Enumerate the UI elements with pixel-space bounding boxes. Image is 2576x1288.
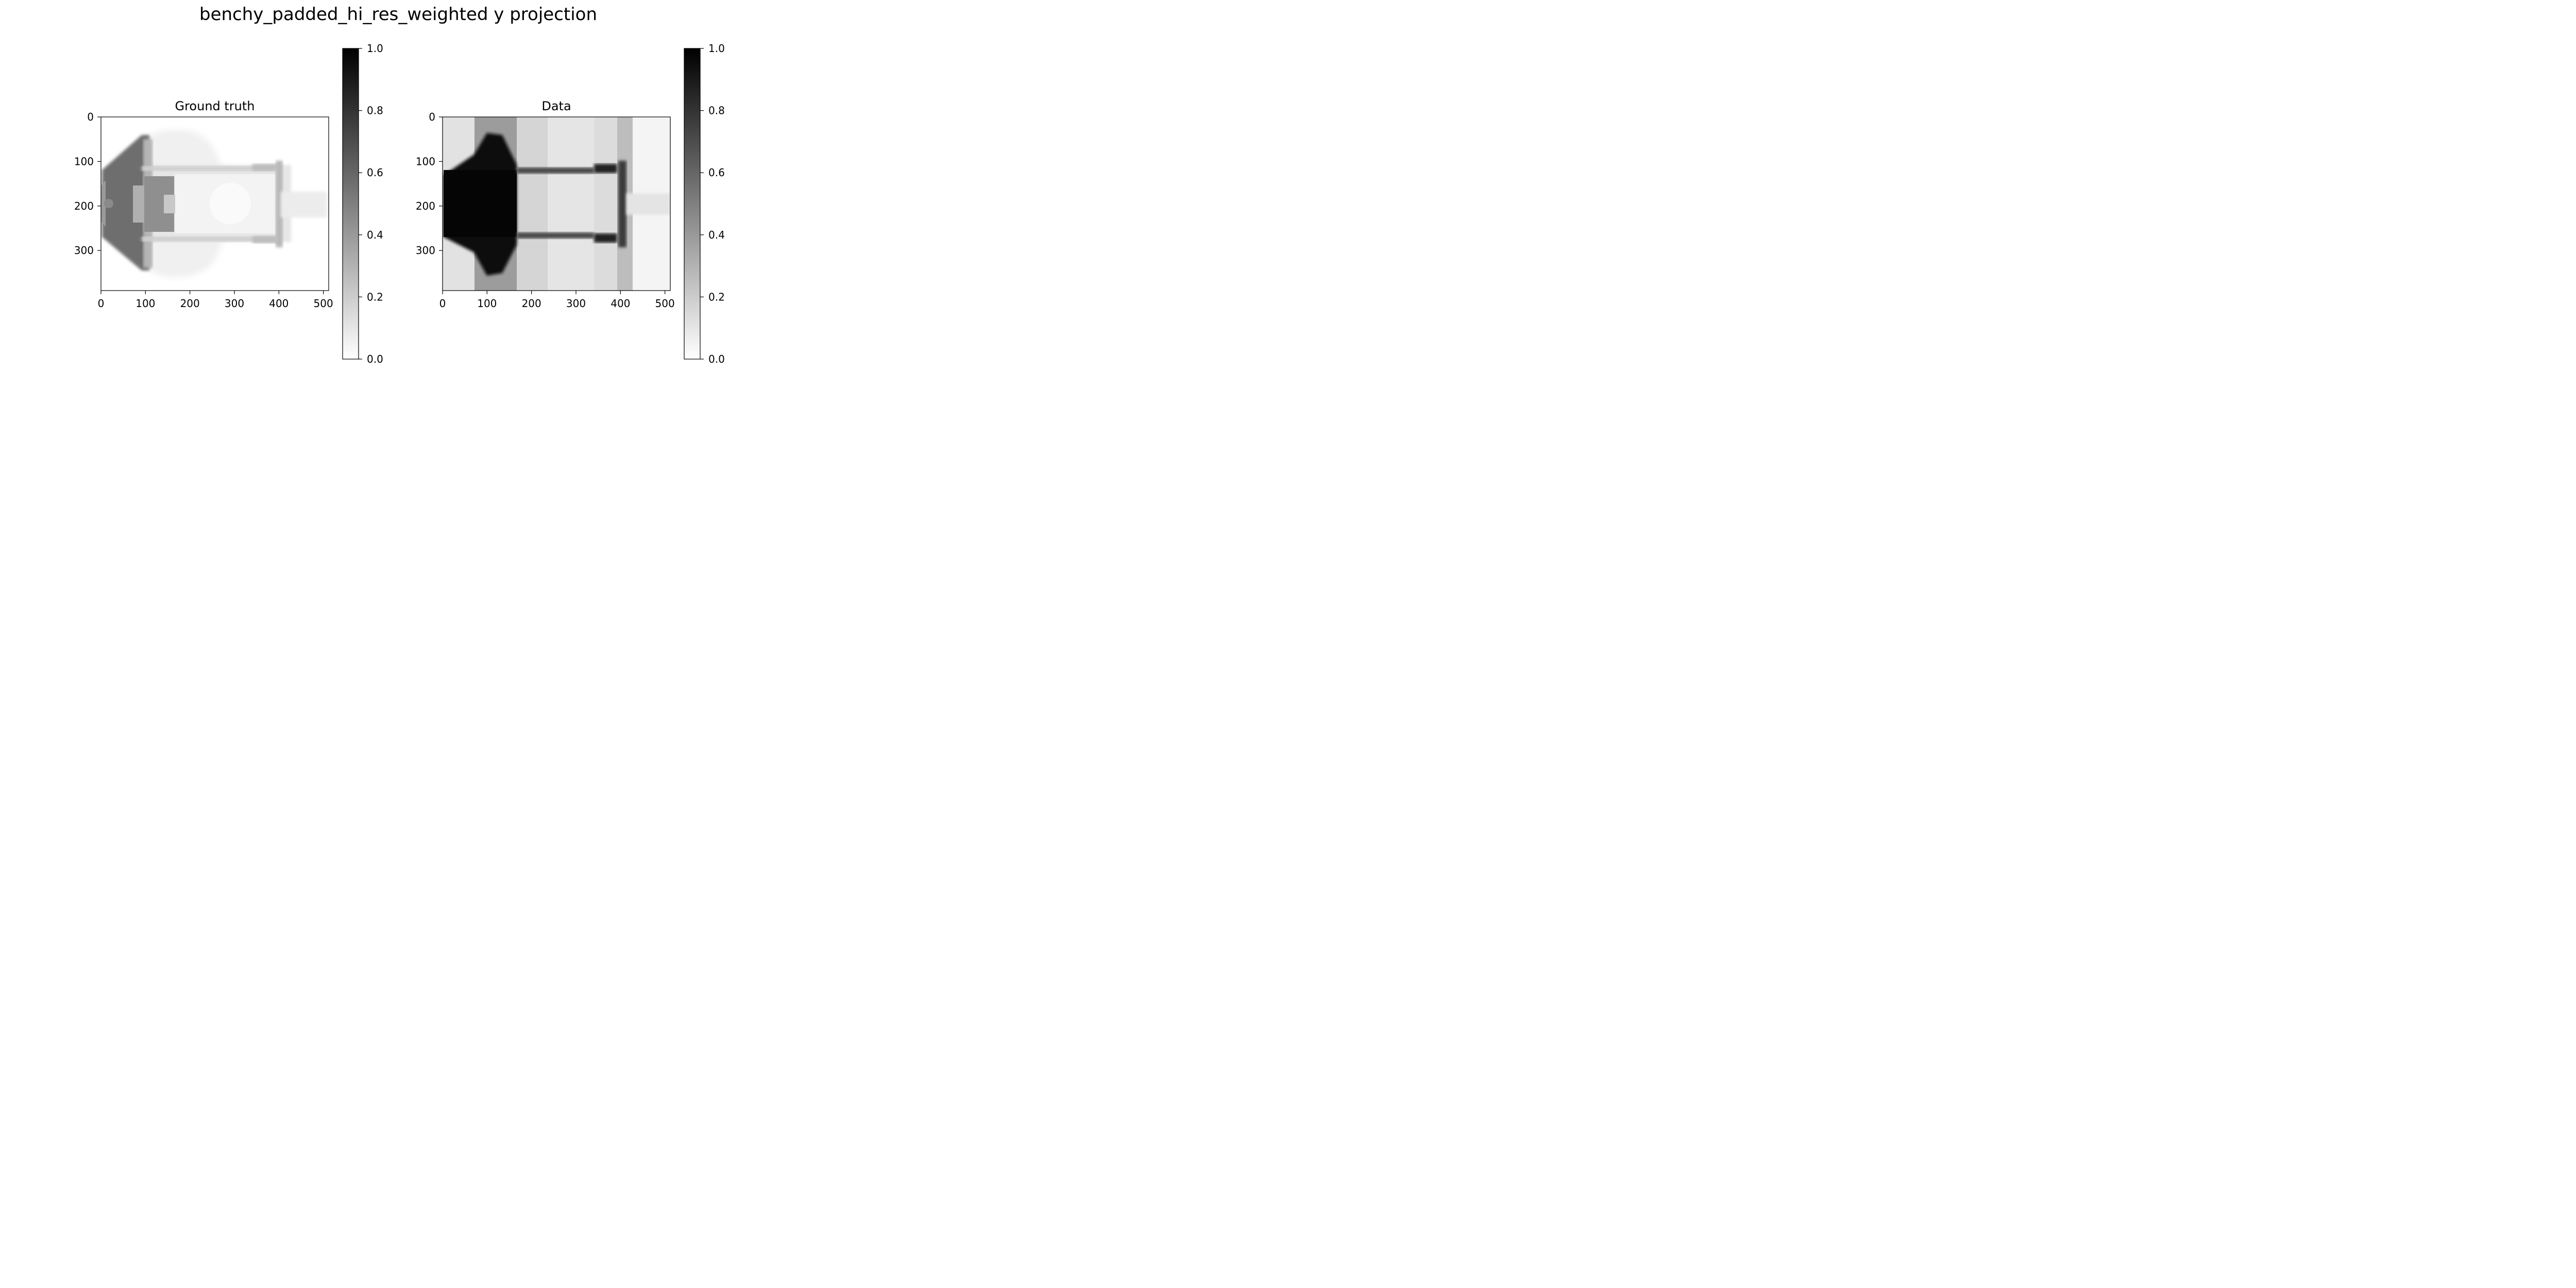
data-bow-center <box>444 170 517 237</box>
x-tick-label: 0 <box>98 297 105 310</box>
x-tick-label: 300 <box>566 297 586 310</box>
colorbar-tick-label: 0.4 <box>708 229 725 241</box>
data-colorbar-ticks: 0.0 0.2 0.4 0.6 0.8 1.0 <box>700 42 725 365</box>
x-tick-label: 400 <box>611 297 630 310</box>
gt-bow-tip <box>101 180 106 227</box>
colorbar-tick-label: 0.8 <box>708 105 725 117</box>
data-y-axis: 0 100 200 300 <box>416 111 443 257</box>
data-rail-top-end <box>594 164 617 173</box>
x-tick-label: 0 <box>439 297 446 310</box>
heatmap-figure: Ground truth <box>74 42 725 365</box>
gt-colorbar-fill <box>342 48 359 360</box>
x-tick-label: 200 <box>522 297 541 310</box>
data-rail-bottom-end <box>594 233 617 243</box>
gt-stern-ext <box>281 192 327 217</box>
colorbar-tick-label: 0.8 <box>367 105 383 117</box>
gt-stern-post <box>276 161 283 247</box>
data-band-mid3 <box>594 117 617 291</box>
colorbar-tick-label: 0.2 <box>708 291 725 303</box>
y-tick-label: 100 <box>74 155 94 167</box>
ground-truth-image <box>101 117 329 291</box>
gt-rail-bottom <box>142 236 273 242</box>
x-tick-label: 500 <box>655 297 675 310</box>
y-tick-label: 300 <box>416 244 435 257</box>
y-tick-label: 200 <box>74 200 94 212</box>
x-tick-label: 300 <box>225 297 244 310</box>
gt-x-axis: 0 100 200 300 400 500 <box>98 291 333 310</box>
data-stern-post <box>618 161 626 247</box>
data-axes-frame <box>442 116 671 291</box>
figure-title: benchy_padded_hi_res_weighted y projecti… <box>199 4 598 25</box>
panel-title-ground-truth: Ground truth <box>175 99 255 113</box>
y-tick-label: 0 <box>429 111 435 123</box>
data-rail-bottom <box>517 232 594 239</box>
y-tick-label: 200 <box>416 200 435 212</box>
gt-y-axis: 0 100 200 300 <box>74 111 101 257</box>
data-stern-ext <box>626 193 670 215</box>
figure: benchy_padded_hi_res_weighted y projecti… <box>0 0 796 398</box>
y-tick-label: 100 <box>416 155 435 167</box>
colorbar-tick-label: 1.0 <box>367 42 383 55</box>
data-image <box>443 117 670 291</box>
gt-rail-top <box>142 166 273 171</box>
gt-colorbar-ticks: 0.0 0.2 0.4 0.6 0.8 1.0 <box>359 42 383 365</box>
colorbar-tick-label: 0.2 <box>367 291 383 303</box>
x-tick-label: 100 <box>135 297 155 310</box>
x-tick-label: 400 <box>269 297 289 310</box>
colorbar-tick-label: 0.4 <box>367 229 383 241</box>
colorbar-tick-label: 1.0 <box>708 42 725 55</box>
data-rail-top <box>517 167 594 174</box>
panel-title-data: Data <box>541 99 571 113</box>
gt-colorbar: 0.0 0.2 0.4 0.6 0.8 1.0 <box>342 42 383 365</box>
gt-stern-top <box>252 164 278 171</box>
gt-bow <box>102 135 149 270</box>
data-colorbar: 0.0 0.2 0.4 0.6 0.8 1.0 <box>684 42 725 365</box>
gt-stern-bottom <box>252 236 278 243</box>
data-colorbar-fill <box>684 48 701 360</box>
gt-chimney-circle <box>210 183 251 224</box>
data-band-mid2 <box>548 117 594 291</box>
panel-ground-truth: Ground truth <box>74 42 383 365</box>
gt-mid-notch <box>164 195 175 213</box>
data-x-axis: 0 100 200 300 400 500 <box>439 291 675 310</box>
data-band-mid1 <box>517 117 548 291</box>
x-tick-label: 100 <box>477 297 497 310</box>
y-tick-label: 0 <box>87 111 94 123</box>
gt-axes-frame <box>100 116 329 291</box>
colorbar-tick-label: 0.6 <box>708 166 725 179</box>
y-tick-label: 300 <box>74 244 94 257</box>
panel-data: Data <box>416 42 725 365</box>
x-tick-label: 500 <box>314 297 333 310</box>
x-tick-label: 200 <box>180 297 200 310</box>
colorbar-tick-label: 0.0 <box>367 353 383 365</box>
colorbar-tick-label: 0.6 <box>367 166 383 179</box>
colorbar-tick-label: 0.0 <box>708 353 725 365</box>
gt-bow-circle <box>104 199 113 208</box>
